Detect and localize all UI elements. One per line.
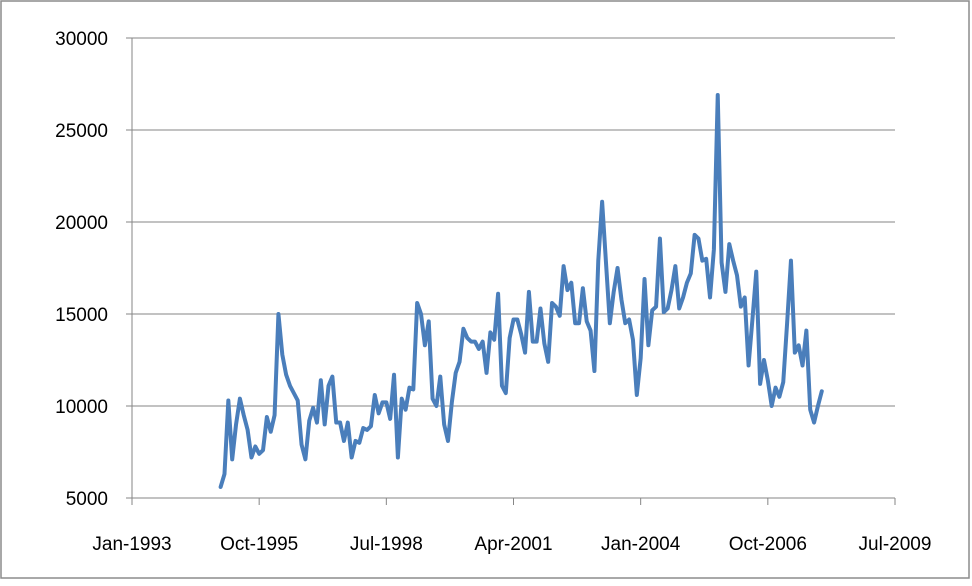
x-tick-label: Jul-1998 (350, 534, 423, 555)
y-tick-label: 15000 (55, 305, 108, 326)
x-tick-label: Apr-2001 (474, 534, 552, 555)
x-tick-label: Oct-1995 (220, 534, 298, 555)
x-tick-label: Jan-1993 (92, 534, 171, 555)
x-tick-label: Jan-2004 (601, 534, 681, 555)
x-tick-label: Jul-2009 (859, 534, 932, 555)
y-tick-label: 10000 (55, 397, 108, 418)
data-line (218, 93, 824, 489)
y-tick-label: 30000 (55, 29, 108, 50)
y-tick-label: 25000 (55, 121, 108, 142)
y-tick-label: 20000 (55, 213, 108, 234)
x-tick-label: Oct-2006 (729, 534, 807, 555)
y-tick-label: 5000 (66, 489, 108, 510)
